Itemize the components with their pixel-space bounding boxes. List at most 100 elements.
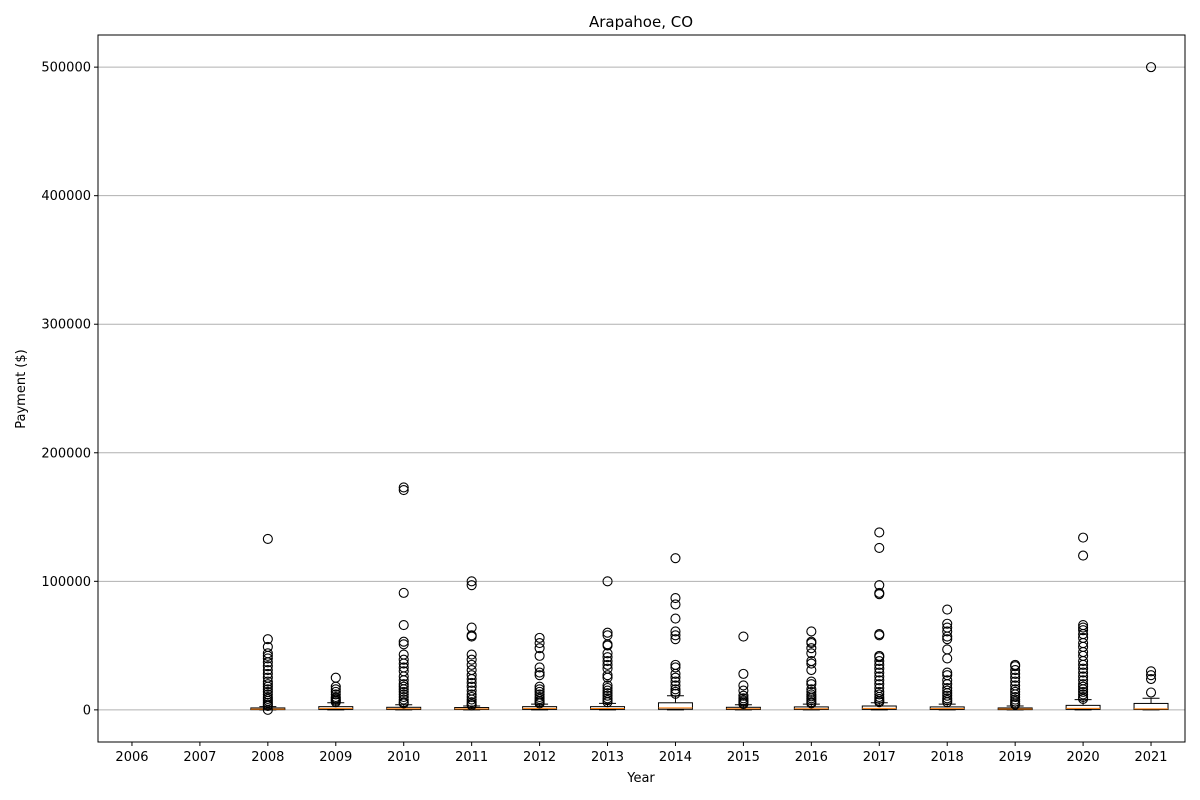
outlier-point bbox=[1078, 622, 1089, 633]
plot-frame bbox=[97, 34, 1186, 743]
outlier-point bbox=[806, 637, 817, 649]
outlier-point bbox=[1078, 659, 1089, 670]
outlier-point bbox=[942, 604, 953, 615]
outlier-point bbox=[602, 652, 613, 663]
outlier-point bbox=[466, 689, 477, 700]
outlier-point bbox=[942, 618, 953, 629]
box-2011 bbox=[454, 576, 490, 711]
outlier-point bbox=[466, 694, 477, 705]
outlier-point bbox=[466, 659, 477, 670]
outlier-point bbox=[942, 685, 953, 696]
outlier-point bbox=[1010, 676, 1021, 687]
outlier-point bbox=[942, 631, 953, 642]
outlier-point bbox=[262, 681, 273, 692]
x-tick-label: 2011 bbox=[455, 750, 488, 765]
outlier-point bbox=[534, 684, 545, 695]
box-2012 bbox=[522, 632, 558, 711]
outlier-point bbox=[806, 643, 817, 654]
outlier-point bbox=[534, 698, 545, 709]
outlier-point bbox=[466, 576, 477, 587]
box-2014 bbox=[657, 553, 693, 711]
outlier-point bbox=[398, 485, 409, 496]
outlier-point bbox=[1010, 661, 1021, 672]
outlier-point bbox=[874, 667, 885, 678]
outlier-point bbox=[1145, 670, 1157, 681]
x-tick-label: 2019 bbox=[999, 750, 1032, 765]
outlier-point bbox=[942, 697, 953, 708]
outlier-point bbox=[466, 649, 477, 660]
outlier-point bbox=[1078, 689, 1089, 700]
outlier-point bbox=[602, 682, 613, 694]
outlier-point bbox=[602, 690, 613, 701]
outlier-point bbox=[262, 684, 273, 695]
outlier-point bbox=[466, 580, 477, 591]
outlier-point bbox=[942, 626, 953, 637]
y-tick-label: 500000 bbox=[41, 61, 91, 76]
outlier-point bbox=[1078, 671, 1089, 682]
box-2013 bbox=[590, 576, 626, 711]
outlier-point bbox=[670, 672, 681, 683]
outlier-point bbox=[466, 673, 477, 685]
outlier-point bbox=[398, 671, 409, 682]
outlier-point bbox=[262, 661, 273, 672]
box-2010 bbox=[386, 482, 422, 711]
outlier-point bbox=[874, 671, 885, 682]
outlier-point bbox=[262, 653, 273, 664]
outlier-point bbox=[942, 634, 953, 645]
box-2018 bbox=[929, 604, 965, 711]
outlier-point bbox=[398, 658, 409, 669]
outlier-point bbox=[1010, 668, 1021, 679]
box-2017 bbox=[861, 527, 897, 711]
x-tick-label: 2021 bbox=[1134, 750, 1167, 765]
outlier-point bbox=[874, 655, 885, 667]
outlier-point bbox=[1078, 684, 1089, 695]
outlier-point bbox=[874, 697, 885, 708]
iqr-box bbox=[1065, 704, 1101, 710]
outlier-point bbox=[262, 668, 273, 679]
outlier-point bbox=[806, 698, 817, 709]
outlier-point bbox=[534, 681, 545, 692]
outlier-point bbox=[398, 636, 409, 647]
box-2008 bbox=[250, 533, 286, 715]
outlier-point bbox=[398, 639, 409, 650]
outlier-point bbox=[466, 654, 477, 665]
outlier-point bbox=[534, 662, 545, 673]
outlier-point bbox=[1078, 663, 1089, 674]
outlier-point bbox=[874, 663, 885, 674]
outlier-point bbox=[262, 689, 273, 700]
outlier-point bbox=[1145, 673, 1157, 685]
outlier-point bbox=[398, 619, 409, 631]
outlier-point bbox=[670, 662, 681, 673]
outlier-point bbox=[1078, 667, 1089, 678]
x-tick-label: 2009 bbox=[319, 750, 352, 765]
outlier-point bbox=[466, 700, 477, 711]
outlier-point bbox=[806, 658, 817, 669]
outlier-point bbox=[738, 699, 749, 710]
outlier-point bbox=[1010, 699, 1021, 710]
outlier-point bbox=[1078, 693, 1089, 704]
outlier-point bbox=[602, 627, 613, 638]
iqr-box bbox=[657, 702, 693, 710]
y-tick-label: 400000 bbox=[41, 189, 91, 204]
x-tick-label: 2008 bbox=[251, 750, 284, 765]
outlier-point bbox=[670, 613, 681, 624]
x-tick-label: 2015 bbox=[727, 750, 760, 765]
outlier-point bbox=[874, 542, 885, 553]
outlier-point bbox=[1078, 655, 1089, 667]
outlier-point bbox=[398, 698, 409, 709]
outlier-point bbox=[602, 640, 613, 651]
outlier-point bbox=[874, 652, 885, 663]
box-2015 bbox=[725, 631, 761, 711]
outlier-point bbox=[942, 690, 953, 701]
box-2020 bbox=[1065, 532, 1101, 711]
outlier-point bbox=[262, 533, 273, 544]
outlier-point bbox=[602, 670, 613, 681]
outlier-point bbox=[806, 686, 817, 697]
outlier-point bbox=[1010, 672, 1021, 683]
outlier-point bbox=[670, 599, 681, 610]
outlier-point bbox=[1010, 691, 1021, 703]
outlier-point bbox=[738, 680, 749, 691]
outlier-point bbox=[738, 631, 749, 642]
x-tick-label: 2013 bbox=[591, 750, 624, 765]
